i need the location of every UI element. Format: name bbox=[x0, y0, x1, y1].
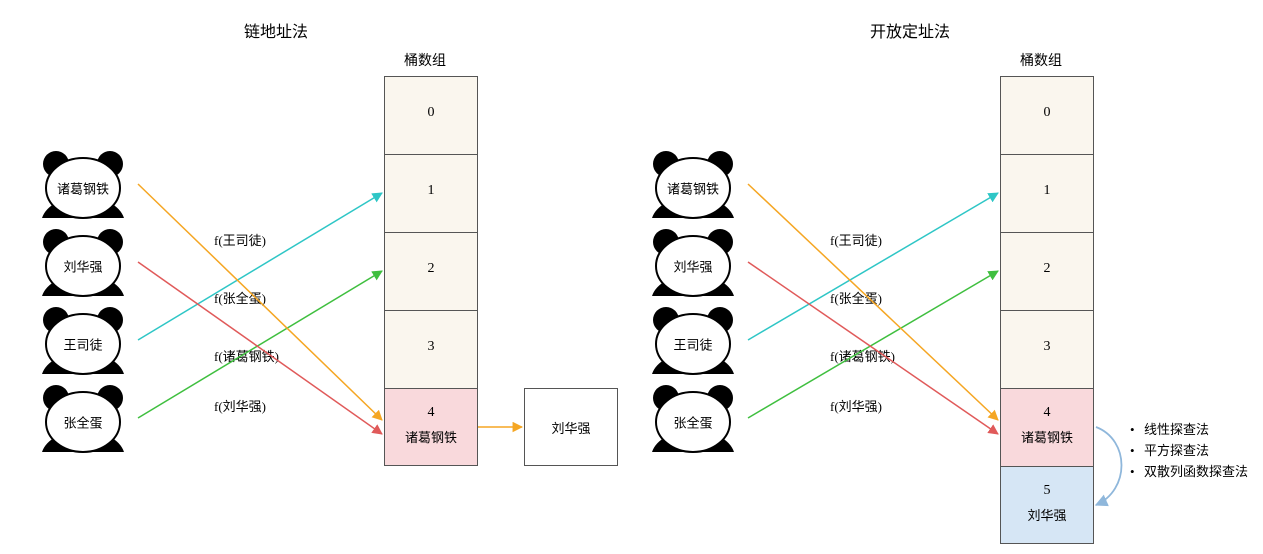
bucket: 1 bbox=[1000, 154, 1094, 232]
panda-label: 刘华强 bbox=[63, 256, 102, 275]
probe-methods-list: 线性探查法 平方探查法 双散列函数探查法 bbox=[1130, 420, 1248, 482]
bucket: 2 bbox=[1000, 232, 1094, 310]
bucket: 3 bbox=[384, 310, 478, 388]
bucket: 0 bbox=[384, 76, 478, 154]
bucket: 4 诸葛钢铁 bbox=[1000, 388, 1094, 466]
panda-label: 王司徒 bbox=[63, 334, 102, 353]
bucket-index: 0 bbox=[1044, 105, 1051, 121]
chained-node: 刘华强 bbox=[524, 388, 618, 466]
f-label-red-right: f(刘华强) bbox=[830, 396, 882, 415]
f-label-cyan-left: f(王司徒) bbox=[214, 230, 266, 249]
bucket: 3 bbox=[1000, 310, 1094, 388]
panda-right-3: 张全蛋 bbox=[638, 382, 748, 454]
probe-method-item: 平方探查法 bbox=[1130, 441, 1248, 462]
panda-label: 刘华强 bbox=[673, 256, 712, 275]
arrow-probe-curve bbox=[1096, 427, 1122, 505]
panda-label: 王司徒 bbox=[673, 334, 712, 353]
right-bucket-stack: 0 1 2 3 4 诸葛钢铁 5 刘华强 bbox=[1000, 76, 1094, 544]
f-label-green-left: f(张全蛋) bbox=[214, 288, 266, 307]
panda-right-1: 刘华强 bbox=[638, 226, 748, 298]
bucket: 2 bbox=[384, 232, 478, 310]
bucket-value: 诸葛钢铁 bbox=[405, 427, 457, 446]
bucket: 1 bbox=[384, 154, 478, 232]
panda-label: 诸葛钢铁 bbox=[57, 178, 109, 197]
f-label-cyan-right: f(王司徒) bbox=[830, 230, 882, 249]
panda-left-0: 诸葛钢铁 bbox=[28, 148, 138, 220]
panda-left-2: 王司徒 bbox=[28, 304, 138, 376]
panda-left-3: 张全蛋 bbox=[28, 382, 138, 454]
bucket-index: 0 bbox=[428, 105, 435, 121]
panda-left-1: 刘华强 bbox=[28, 226, 138, 298]
bucket-index: 2 bbox=[428, 261, 435, 277]
bucket: 4 诸葛钢铁 bbox=[384, 388, 478, 466]
bucket-index: 3 bbox=[1044, 339, 1051, 355]
panda-right-2: 王司徒 bbox=[638, 304, 748, 376]
chained-node-value: 刘华强 bbox=[551, 418, 590, 437]
bucket-index: 4 bbox=[428, 405, 435, 421]
bucket-index: 3 bbox=[428, 339, 435, 355]
arrow-cyan-left bbox=[138, 193, 382, 340]
f-label-red-left: f(刘华强) bbox=[214, 396, 266, 415]
bucket-index: 1 bbox=[428, 183, 435, 199]
bucket-index: 2 bbox=[1044, 261, 1051, 277]
f-label-orange-left: f(诸葛钢铁) bbox=[214, 346, 279, 365]
arrow-cyan-right bbox=[748, 193, 998, 340]
left-bucket-header: 桶数组 bbox=[404, 50, 446, 70]
panda-label: 诸葛钢铁 bbox=[667, 178, 719, 197]
probe-method-item: 线性探查法 bbox=[1130, 420, 1248, 441]
left-title: 链地址法 bbox=[244, 18, 308, 42]
left-bucket-stack: 0 1 2 3 4 诸葛钢铁 bbox=[384, 76, 478, 466]
bucket-index: 1 bbox=[1044, 183, 1051, 199]
bucket: 5 刘华强 bbox=[1000, 466, 1094, 544]
bucket-index: 4 bbox=[1044, 405, 1051, 421]
right-bucket-header: 桶数组 bbox=[1020, 50, 1062, 70]
panda-label: 张全蛋 bbox=[673, 412, 712, 431]
right-title: 开放定址法 bbox=[870, 18, 950, 42]
bucket-value: 刘华强 bbox=[1027, 505, 1066, 524]
bucket: 0 bbox=[1000, 76, 1094, 154]
bucket-index: 5 bbox=[1044, 483, 1051, 499]
f-label-green-right: f(张全蛋) bbox=[830, 288, 882, 307]
panda-right-0: 诸葛钢铁 bbox=[638, 148, 748, 220]
probe-method-item: 双散列函数探查法 bbox=[1130, 462, 1248, 483]
panda-label: 张全蛋 bbox=[63, 412, 102, 431]
f-label-orange-right: f(诸葛钢铁) bbox=[830, 346, 895, 365]
bucket-value: 诸葛钢铁 bbox=[1021, 427, 1073, 446]
